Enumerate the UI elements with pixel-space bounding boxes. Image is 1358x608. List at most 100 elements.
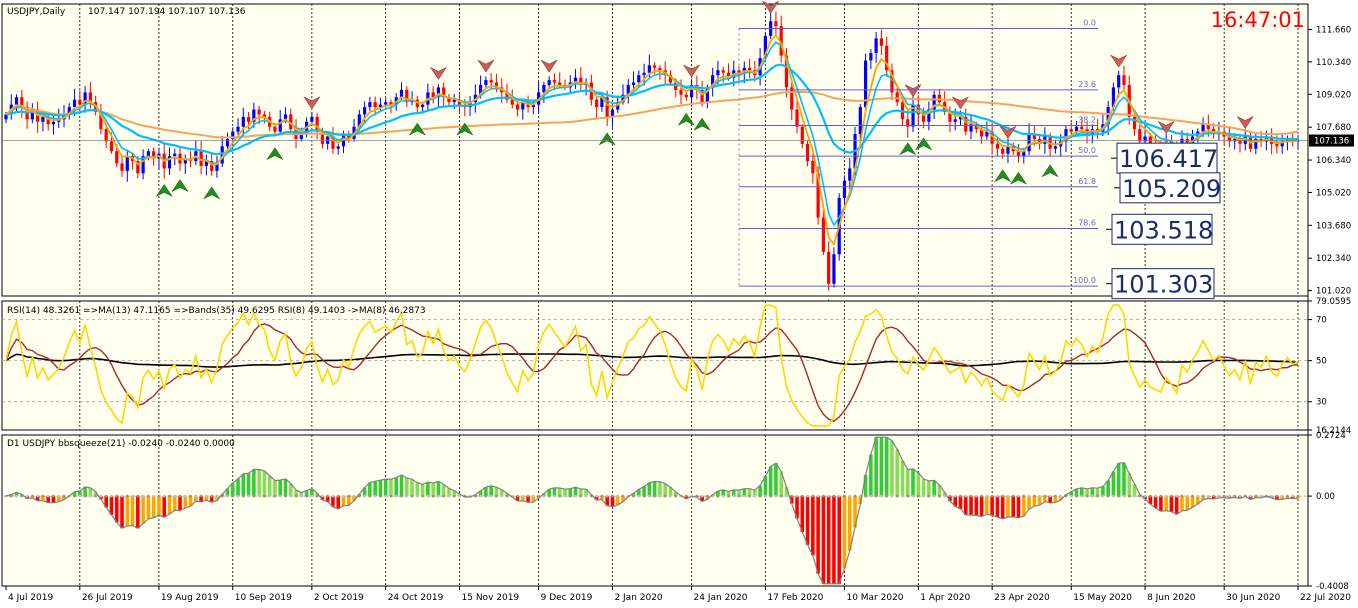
candle-body[interactable]: [631, 82, 636, 85]
candle-body[interactable]: [842, 180, 847, 198]
candle-body[interactable]: [1254, 138, 1258, 149]
candle-body[interactable]: [115, 151, 119, 164]
candle-body[interactable]: [88, 92, 92, 103]
candle-body[interactable]: [1048, 136, 1052, 149]
candle-body[interactable]: [573, 77, 578, 83]
candle-body[interactable]: [505, 92, 509, 100]
candle-body[interactable]: [1069, 129, 1073, 132]
candle-body[interactable]: [20, 97, 24, 108]
candle-body[interactable]: [1122, 75, 1126, 85]
candle-body[interactable]: [579, 77, 583, 85]
candle-body[interactable]: [721, 70, 725, 73]
candle-body[interactable]: [811, 161, 815, 174]
candle-body[interactable]: [1138, 129, 1142, 142]
candle-body[interactable]: [141, 156, 145, 174]
candle-body[interactable]: [605, 97, 609, 117]
candle-body[interactable]: [979, 129, 984, 137]
candle-body[interactable]: [674, 82, 678, 90]
candle-body[interactable]: [204, 161, 208, 166]
candle-body[interactable]: [863, 60, 868, 108]
candle-body[interactable]: [109, 141, 114, 152]
candle-body[interactable]: [890, 70, 894, 93]
candle-body[interactable]: [726, 72, 731, 78]
candle-body[interactable]: [30, 109, 34, 120]
candle-body[interactable]: [484, 80, 488, 85]
candle-body[interactable]: [906, 119, 910, 127]
candle-body[interactable]: [320, 131, 325, 144]
candle-body[interactable]: [879, 38, 883, 46]
candle-body[interactable]: [610, 109, 615, 117]
candle-body[interactable]: [805, 143, 810, 162]
price-level-box[interactable]: 101.303: [1106, 268, 1215, 300]
candle-body[interactable]: [46, 116, 50, 125]
candle-body[interactable]: [558, 82, 562, 85]
candle-body[interactable]: [447, 97, 451, 103]
candle-body[interactable]: [874, 38, 878, 54]
candle-body[interactable]: [816, 173, 820, 218]
candle-body[interactable]: [1106, 107, 1110, 125]
candle-body[interactable]: [479, 84, 483, 95]
candle-body[interactable]: [241, 116, 245, 127]
candle-body[interactable]: [552, 80, 557, 83]
candle-body[interactable]: [990, 131, 994, 144]
candle-body[interactable]: [689, 84, 694, 98]
candle-body[interactable]: [705, 87, 709, 103]
candle-body[interactable]: [1016, 151, 1021, 157]
candle-body[interactable]: [78, 99, 82, 105]
candle-body[interactable]: [1032, 134, 1036, 139]
candle-body[interactable]: [1275, 143, 1279, 147]
candle-body[interactable]: [1111, 87, 1116, 108]
candle-body[interactable]: [120, 163, 124, 171]
candle-body[interactable]: [985, 131, 989, 137]
candle-body[interactable]: [378, 104, 383, 108]
candle-body[interactable]: [152, 151, 156, 159]
candle-body[interactable]: [921, 114, 926, 122]
candle-body[interactable]: [658, 67, 662, 71]
candle-body[interactable]: [600, 97, 604, 108]
candle-body[interactable]: [948, 111, 952, 122]
candle-body[interactable]: [821, 217, 825, 252]
candle-body[interactable]: [1080, 126, 1084, 130]
candle-body[interactable]: [995, 143, 1000, 149]
candle-body[interactable]: [642, 72, 646, 76]
candle-body[interactable]: [136, 161, 140, 174]
candle-body[interactable]: [399, 89, 404, 98]
candle-body[interactable]: [246, 116, 251, 122]
candle-body[interactable]: [1027, 134, 1031, 152]
candle-body[interactable]: [1064, 129, 1068, 142]
candle-body[interactable]: [167, 156, 172, 169]
candle-body[interactable]: [795, 109, 799, 127]
candle-body[interactable]: [415, 99, 419, 108]
candle-body[interactable]: [1185, 138, 1189, 144]
candle-body[interactable]: [964, 116, 968, 132]
candle-body[interactable]: [510, 99, 514, 105]
candle-body[interactable]: [547, 80, 551, 85]
candle-body[interactable]: [368, 102, 372, 108]
candle-body[interactable]: [283, 114, 288, 120]
candle-body[interactable]: [742, 67, 746, 73]
candle-body[interactable]: [436, 87, 441, 98]
candle-body[interactable]: [711, 75, 715, 88]
candle-body[interactable]: [331, 136, 335, 149]
squeeze-pane[interactable]: [1, 434, 1309, 587]
candle-body[interactable]: [848, 168, 852, 181]
candle-body[interactable]: [1001, 148, 1005, 154]
candle-body[interactable]: [336, 146, 340, 149]
candle-body[interactable]: [183, 158, 187, 164]
candle-body[interactable]: [958, 116, 963, 120]
candle-body[interactable]: [832, 254, 836, 284]
candle-body[interactable]: [647, 65, 651, 73]
candle-body[interactable]: [83, 92, 87, 105]
candle-body[interactable]: [747, 67, 752, 71]
candle-body[interactable]: [4, 114, 8, 120]
candle-body[interactable]: [220, 146, 224, 164]
candle-body[interactable]: [215, 163, 219, 171]
candle-body[interactable]: [257, 109, 261, 115]
candle-body[interactable]: [389, 102, 393, 105]
candle-body[interactable]: [231, 131, 235, 139]
candle-body[interactable]: [457, 99, 462, 105]
candle-body[interactable]: [531, 104, 535, 108]
candle-body[interactable]: [953, 119, 957, 122]
price-level-box[interactable]: 105.209: [1114, 172, 1221, 204]
candle-body[interactable]: [653, 65, 657, 68]
